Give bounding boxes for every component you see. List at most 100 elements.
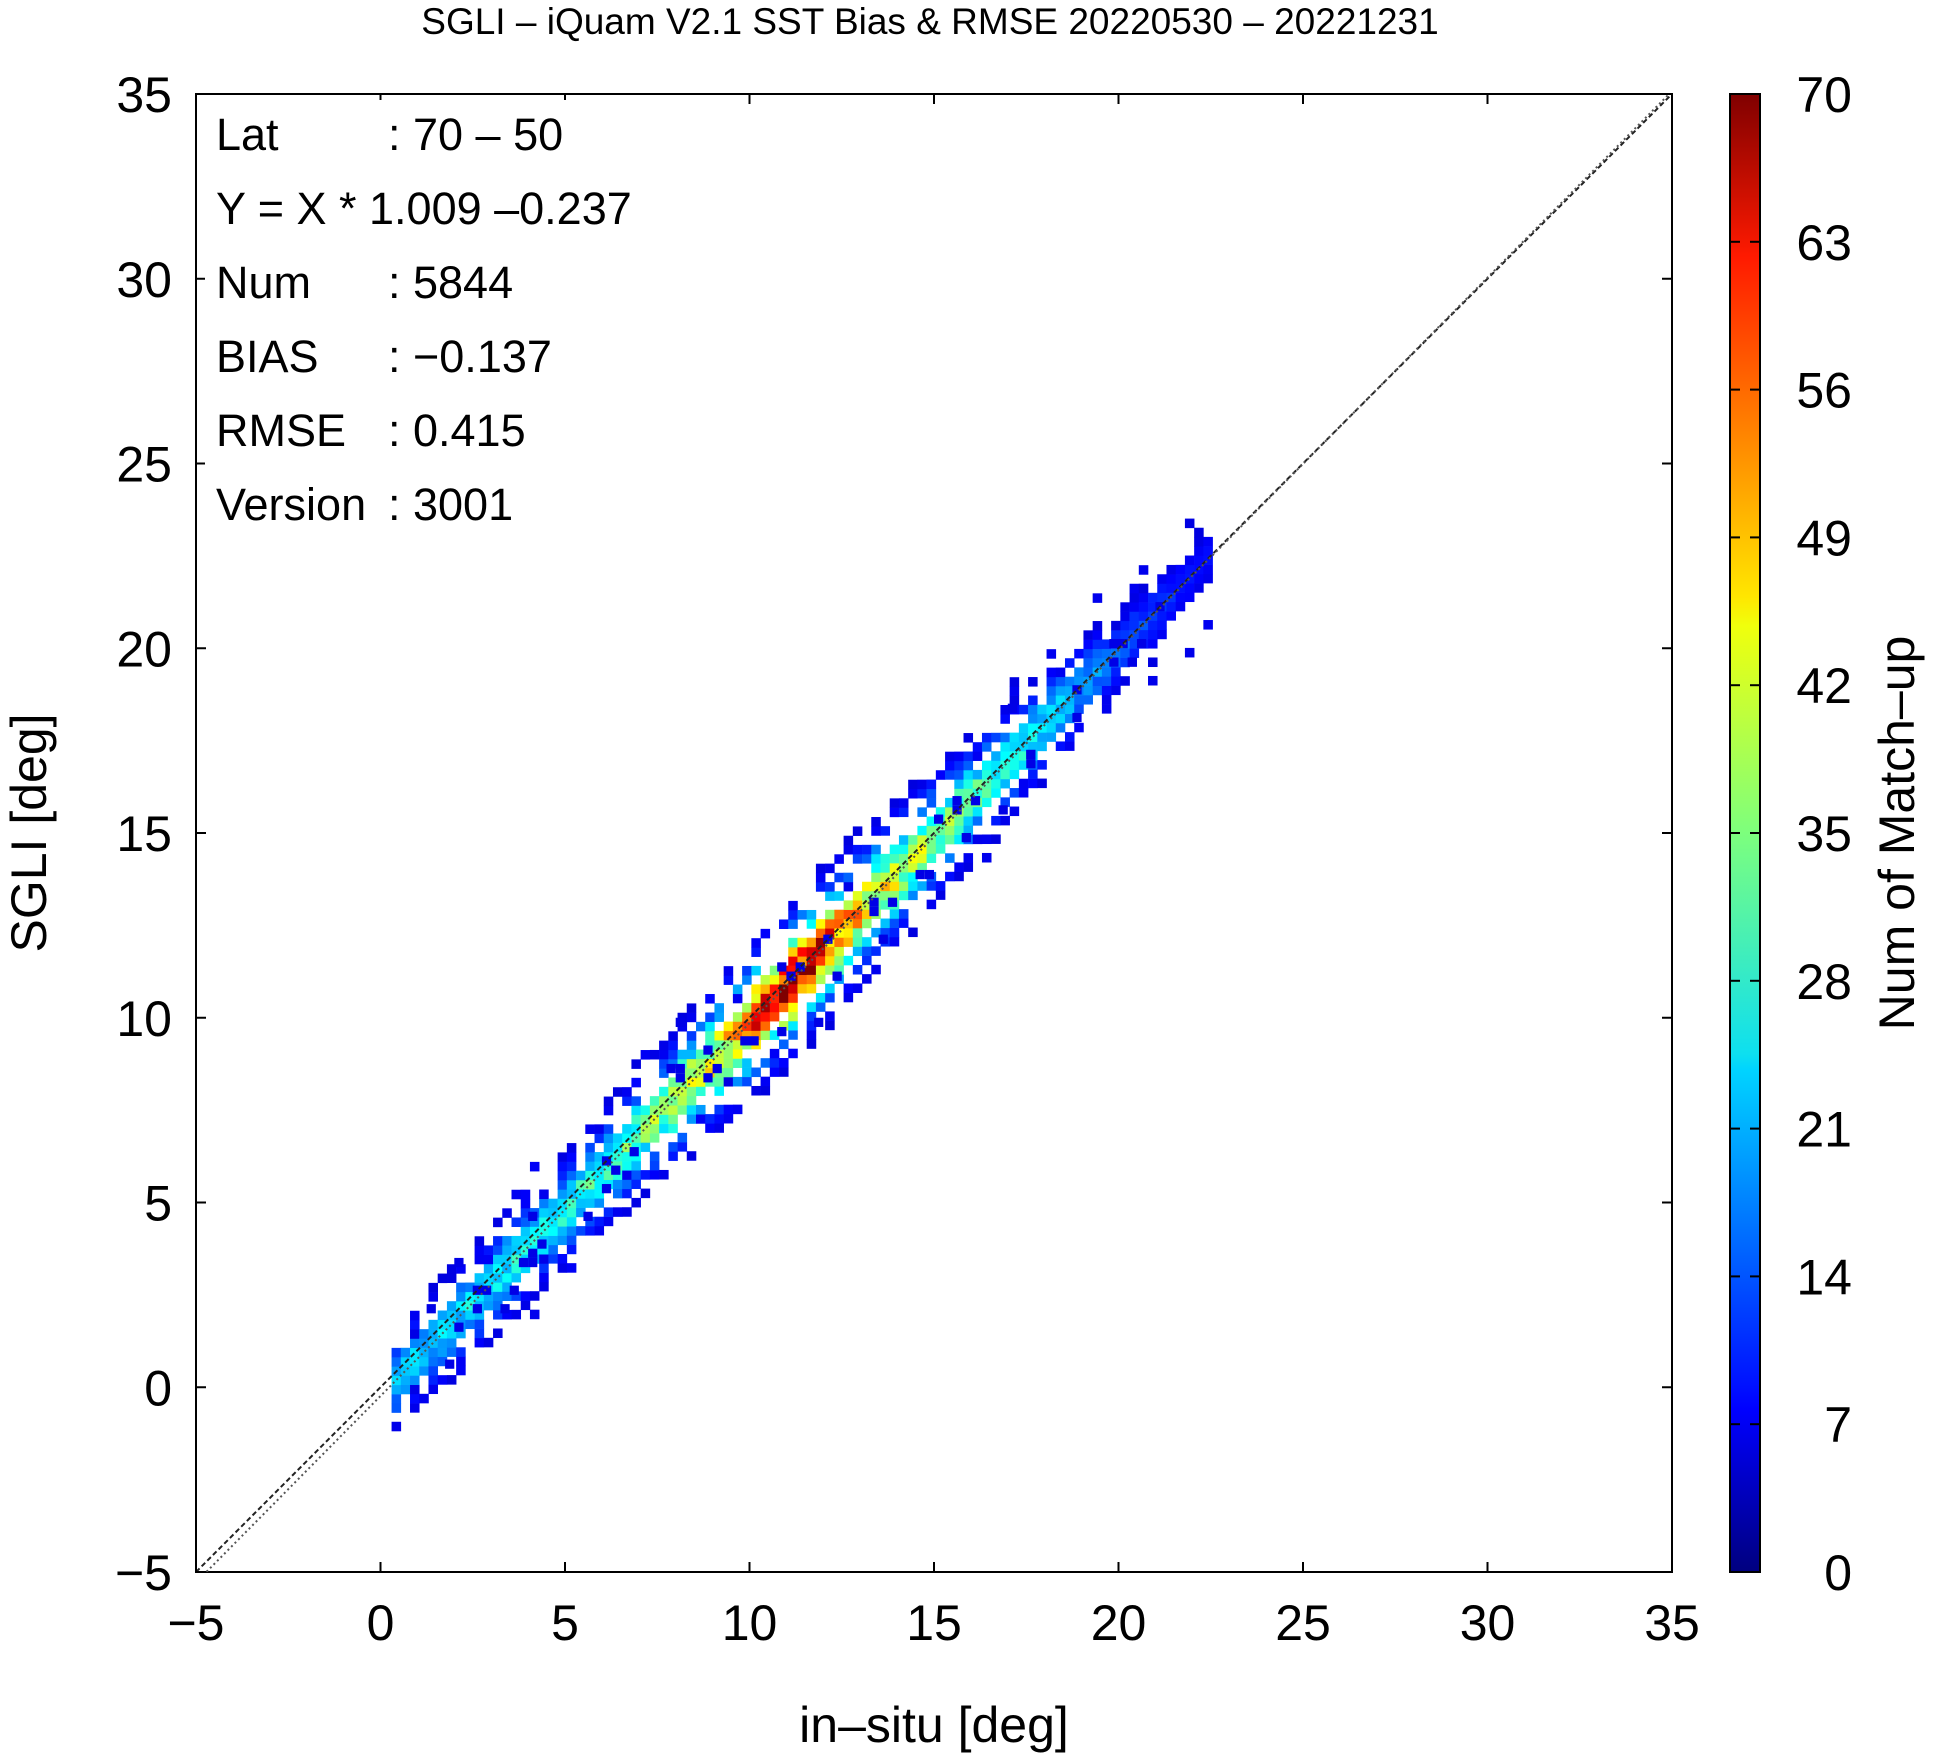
density-cell [991,788,1001,798]
density-cell [1000,797,1010,807]
density-cell [557,1180,568,1190]
density-cell [917,844,927,854]
density-cell [419,1366,429,1376]
x-tick-label: 5 [551,1595,579,1651]
density-cell [446,1301,457,1311]
density-cell [760,975,771,985]
density-cell [862,854,872,864]
density-cell [981,779,992,789]
density-cell [954,825,964,836]
density-cell [612,1087,623,1097]
density-cell [603,1133,614,1144]
density-cell [668,1114,678,1124]
density-cell [391,1394,402,1404]
density-cell [1120,620,1130,631]
density-cell [889,890,900,901]
density-cell [843,835,854,846]
density-cell [677,1058,688,1069]
density-cell [732,1058,743,1068]
density-cell [603,1124,614,1134]
y-tick-label: 25 [116,437,172,493]
density-cell [1194,555,1204,565]
density-cell [472,1304,482,1314]
density-cell [502,1245,512,1255]
density-cell [493,1328,503,1339]
density-cell [576,1198,586,1208]
density-cell [696,1058,706,1069]
density-cell [640,1133,651,1143]
density-cell [1083,676,1093,687]
density-cell [815,919,826,929]
density-cell [742,975,752,985]
density-cell [529,1291,540,1301]
density-cell [1018,751,1029,761]
density-cell [594,1152,605,1162]
density-cell [954,862,964,872]
density-cell [446,1264,457,1274]
density-cell [557,1263,568,1273]
density-cell [400,1366,411,1376]
density-cell [963,797,974,808]
density-cell [585,1226,595,1236]
density-cell [1127,657,1137,667]
density-cell [815,872,826,883]
density-cell [862,881,872,892]
density-cell [852,983,863,993]
density-cell [539,1254,549,1264]
density-cell [723,1076,734,1087]
density-cell [760,928,771,939]
density-cell [649,1049,660,1060]
density-cell [1026,759,1036,769]
density-cell [1111,630,1121,640]
density-cell [1064,713,1075,724]
density-cell [917,825,927,836]
density-cell [611,1165,621,1175]
density-cell [889,844,900,855]
density-cell [779,1058,789,1068]
density-cell [714,1058,724,1069]
density-cell [483,1273,494,1283]
density-cell [566,1180,577,1190]
density-cell [760,1058,771,1068]
density-cell [703,1073,713,1083]
density-cell [437,1319,448,1330]
density-cell [1111,648,1121,659]
density-cell [493,1300,503,1311]
density-cell [1037,760,1047,770]
density-cell [454,1322,464,1332]
density-cell [557,1152,568,1162]
density-cell [686,1095,697,1106]
density-cell [594,1216,605,1227]
density-cell [769,1058,780,1068]
density-cell [696,1104,706,1115]
density-cell [1092,621,1103,631]
density-cell [1018,760,1029,770]
density-cell [493,1282,503,1292]
density-cell [1074,676,1084,687]
density-cell [1157,583,1167,594]
density-cell [917,779,927,790]
density-cell [668,1077,678,1088]
density-cell [1046,732,1057,742]
density-cell [631,1179,641,1189]
density-cell [539,1189,549,1200]
density-cell [456,1365,466,1376]
stats-fit-equation: Y = X * 1.009 –0.237 [216,183,632,234]
density-cell [400,1347,411,1358]
density-cell [945,807,955,817]
density-cell [585,1161,595,1171]
density-cell [493,1245,503,1255]
density-cell [705,1021,715,1032]
density-cell [723,1067,734,1078]
density-cell [1092,685,1103,696]
density-cell [825,928,835,938]
stats-bias-value: : −0.137 [388,331,552,382]
density-cell [686,1068,697,1078]
density-cell [751,1067,761,1078]
density-cell [666,1063,676,1074]
density-cell [1101,676,1112,686]
density-cell [732,1012,743,1022]
density-cell [871,863,881,873]
density-cell [585,1198,595,1208]
density-cell [871,853,881,864]
